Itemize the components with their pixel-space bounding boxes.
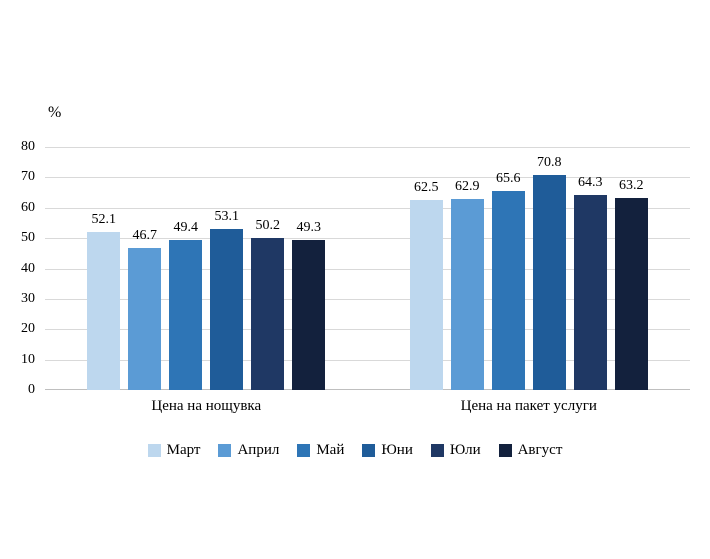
bar-value-label: 46.7 [132, 228, 158, 244]
legend-item: Юни [362, 442, 413, 459]
y-tick-label: 10 [21, 351, 35, 367]
bar: 49.4 [169, 220, 203, 390]
bar: 50.2 [251, 218, 285, 390]
legend: Март Април Май Юни Юли Август [0, 442, 710, 459]
bar-value-label: 70.8 [537, 154, 562, 170]
y-tick-label: 0 [28, 382, 35, 397]
y-tick-label: 80 [21, 139, 35, 154]
y-tick-label: 30 [21, 290, 35, 306]
bar-group: 52.1 46.7 49.4 53.1 50.2 49.3 [45, 147, 368, 390]
bar: 64.3 [573, 175, 607, 390]
bar-value-label: 53.1 [214, 208, 240, 224]
gridline [45, 298, 690, 300]
legend-label: Юни [381, 442, 413, 458]
gridline [45, 207, 690, 209]
legend-label: Юли [449, 442, 481, 458]
legend-swatch-icon [297, 444, 311, 457]
y-tick-label: 50 [21, 230, 35, 246]
category-label: Цена на пакет услуги [460, 398, 597, 414]
bar-group: 62.5 62.9 65.6 70.8 64.3 63.2 [368, 147, 691, 390]
legend-swatch-icon [147, 444, 161, 457]
x-axis-category-labels: Цена на нощувка Цена на пакет услуги [45, 398, 690, 415]
y-tick-label: 70 [21, 169, 35, 185]
bar-value-label: 63.2 [619, 178, 644, 194]
legend-item: Април [218, 442, 279, 459]
bar: 52.1 [87, 212, 121, 390]
legend-item: Юли [430, 442, 481, 459]
gridline [45, 147, 690, 148]
bar-value-label: 62.9 [455, 178, 480, 194]
bar: 53.1 [210, 209, 244, 390]
bar: 63.2 [614, 178, 648, 390]
y-tick-label: 40 [21, 260, 35, 276]
gridline [45, 359, 690, 361]
legend-item: Март [147, 442, 201, 459]
bar: 70.8 [532, 155, 566, 390]
gridline [45, 238, 690, 240]
y-tick-label: 20 [21, 321, 35, 337]
x-axis-line [45, 389, 690, 390]
legend-label: Март [166, 442, 201, 458]
legend-label: Май [316, 442, 345, 458]
bar: 49.3 [292, 220, 326, 390]
plot-area: 0 10 20 30 40 50 60 70 80 52.1 46.7 49.4 53.1 50.2 49.… [21, 139, 691, 397]
bar-value-label: 49.4 [173, 219, 199, 235]
legend-item: Август [498, 442, 563, 459]
legend-swatch-icon [430, 444, 444, 457]
bar-value-label: 49.3 [296, 220, 322, 236]
legend-swatch-icon [498, 444, 512, 457]
bar: 46.7 [128, 228, 162, 390]
legend-label: Април [237, 442, 280, 458]
y-tick-label: 60 [21, 199, 35, 215]
bar-value-label: 52.1 [91, 211, 117, 227]
y-axis-title: % [48, 104, 62, 121]
gridline [45, 329, 690, 331]
bar-value-label: 50.2 [255, 217, 281, 233]
gridline [45, 268, 690, 270]
legend-swatch-icon [218, 444, 232, 457]
legend-item: Май [297, 442, 344, 459]
legend-label: Август [517, 442, 563, 458]
bar-value-label: 62.5 [414, 180, 439, 196]
gridline [45, 177, 690, 179]
bar-value-label: 65.6 [496, 170, 521, 186]
bar: 62.5 [409, 180, 443, 390]
bar: 65.6 [491, 171, 525, 390]
category-label: Цена на нощувка [151, 398, 262, 414]
bar: 62.9 [450, 179, 484, 390]
bar-value-label: 64.3 [578, 174, 603, 190]
legend-swatch-icon [362, 444, 376, 457]
